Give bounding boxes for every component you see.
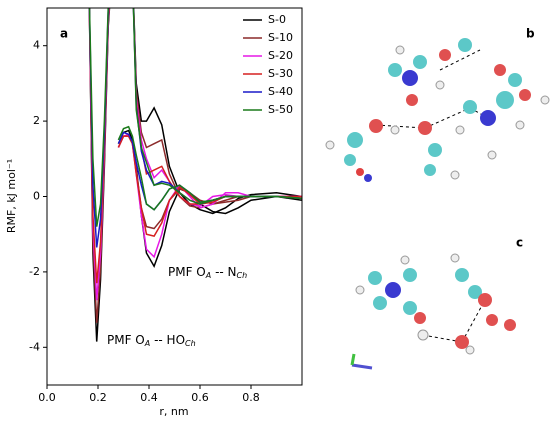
y-tick-label: 0 xyxy=(33,190,40,203)
y-tick-label: -4 xyxy=(29,340,40,353)
panel-label: c xyxy=(516,236,523,250)
legend-label: S-50 xyxy=(268,103,293,116)
y-tick-label: 2 xyxy=(33,114,40,127)
panel-label: b xyxy=(526,27,535,41)
x-tick-label: 0.2 xyxy=(89,391,107,404)
molecule-b xyxy=(325,38,550,182)
x-tick-label: 0.4 xyxy=(140,391,158,404)
x-tick-label: 0.0 xyxy=(38,391,56,404)
annotation-text: PMF O xyxy=(168,265,206,279)
annotation-subscript: Ch xyxy=(185,339,196,348)
legend-label: S-30 xyxy=(268,67,293,80)
annotation-subscript: A xyxy=(205,271,211,280)
line xyxy=(88,8,302,301)
annotation-text: -- N xyxy=(211,265,236,279)
annotation-text: -- HO xyxy=(150,333,185,347)
legend-label: S-10 xyxy=(268,31,293,44)
legend-label: S-40 xyxy=(268,85,293,98)
annotation-text: PMF O xyxy=(107,333,145,347)
line xyxy=(117,125,302,211)
line xyxy=(117,133,302,259)
y-tick-label: 4 xyxy=(33,39,40,52)
legend-label: S-20 xyxy=(268,49,293,62)
line xyxy=(117,135,302,230)
annotation-subscript: A xyxy=(144,339,150,348)
line xyxy=(117,135,302,237)
y-axis-label: RMF, kJ mol⁻¹ xyxy=(5,159,18,233)
plot-area xyxy=(88,8,302,342)
molecule-c xyxy=(350,253,516,370)
x-axis-label: r, nm xyxy=(159,405,188,418)
y-tick-label: -2 xyxy=(29,265,40,278)
annotation: PMF OA -- HOCh xyxy=(107,333,196,348)
x-tick-label: 0.8 xyxy=(242,391,260,404)
x-tick-label: 0.6 xyxy=(191,391,209,404)
annotation-subscript: Ch xyxy=(237,271,248,280)
legend-label: S-0 xyxy=(268,13,286,26)
annotation: PMF OA -- NCh xyxy=(168,265,247,280)
panel-label: a xyxy=(60,27,68,41)
